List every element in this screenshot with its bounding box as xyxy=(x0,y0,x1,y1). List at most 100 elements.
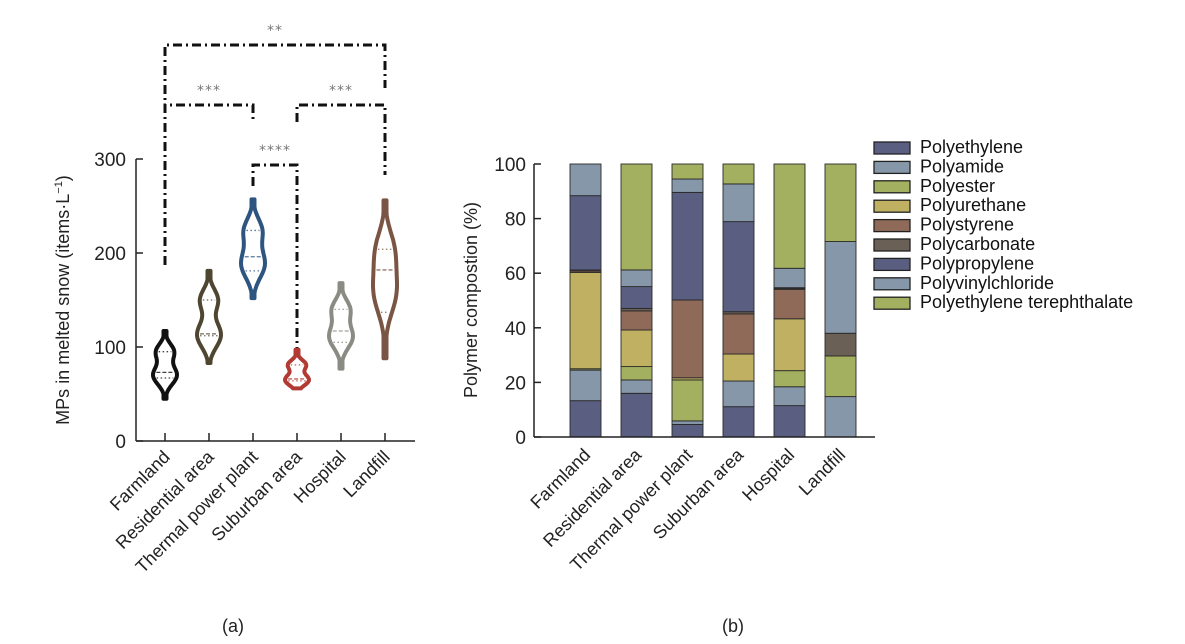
legend-label: Polyethylene terephthalate xyxy=(920,292,1133,312)
violin-axes xyxy=(135,159,415,442)
legend-swatch xyxy=(873,257,911,272)
bar-segment-polyvinylchloride xyxy=(569,163,602,197)
legend-label: Polyurethane xyxy=(920,195,1026,215)
bar-axes xyxy=(533,164,875,438)
x-tick-label-landfill: Landfill xyxy=(339,447,393,501)
y-tick-label: 20 xyxy=(505,373,526,394)
bar-segment-polyvinylchloride xyxy=(671,178,704,193)
legend-item-polystyrene: Polystyrene xyxy=(873,215,1014,235)
bar-stack-landfill xyxy=(824,163,857,438)
bar-segment-polyethylene-terephthalate xyxy=(620,163,653,271)
panel-a-caption: (a) xyxy=(222,616,244,636)
y-tick-label: 40 xyxy=(505,319,526,340)
bar-segment-polypropylene xyxy=(569,195,602,271)
legend-label: Polyvinylchloride xyxy=(920,273,1054,293)
legend-label: Polypropylene xyxy=(920,253,1034,273)
legend-label: Polyester xyxy=(920,176,995,196)
bar-segment-polyvinylchloride xyxy=(620,269,653,288)
significance-brackets: ***** ******* xyxy=(163,23,387,350)
bracket-line xyxy=(295,103,387,175)
legend-item-polycarbonate: Polycarbonate xyxy=(873,234,1035,254)
legend-swatch xyxy=(873,199,911,213)
legend: PolyethylenePolyamidePolyesterPolyuretha… xyxy=(873,137,1133,312)
significance-label: ** xyxy=(267,23,283,39)
y-axis-title-sup: −1 xyxy=(53,181,65,194)
bar-segment-polystyrene xyxy=(722,313,755,355)
bar-segment-polypropylene xyxy=(722,221,755,313)
legend-swatch xyxy=(873,160,911,175)
y-tick-label: 80 xyxy=(505,210,526,231)
y-tick-label: 0 xyxy=(515,428,526,449)
bar-segment-polyethylene xyxy=(722,406,755,438)
y-tick-label: 200 xyxy=(94,244,126,265)
bar-segment-polyamide xyxy=(722,380,755,408)
bar-segment-polyester xyxy=(824,355,857,398)
panel-b-caption: (b) xyxy=(722,616,744,636)
bar-segment-polyethylene xyxy=(671,423,704,438)
violin-thermal-power-plant xyxy=(239,197,267,301)
violin-residential-area xyxy=(195,268,223,365)
legend-item-polyester: Polyester xyxy=(873,176,995,196)
legend-swatch xyxy=(873,277,911,291)
bar-segment-polyethylene-terephthalate xyxy=(722,163,755,185)
y-axis-title: MPs in melted snow (items·L−1) xyxy=(53,175,73,425)
bar-segment-polyethylene xyxy=(569,400,602,438)
significance-bracket: **** xyxy=(251,143,299,350)
bar-segment-polyamide xyxy=(569,369,602,402)
y-tick-label: 100 xyxy=(494,155,526,176)
violin-farmland xyxy=(151,329,179,401)
y-ticks: 0 100 200 300 xyxy=(94,150,143,453)
legend-swatch xyxy=(873,238,911,252)
bar-segment-polyurethane xyxy=(569,271,602,370)
legend-swatch xyxy=(873,218,911,233)
violins xyxy=(151,197,399,401)
bar-segment-polyurethane xyxy=(773,318,806,372)
bar-segment-polyethylene xyxy=(773,405,806,438)
significance-bracket: *** xyxy=(163,83,255,265)
legend-item-polyethylene: Polyethylene xyxy=(873,137,1023,157)
bar-stack-hospital xyxy=(773,163,806,438)
bar-segment-polyvinylchloride xyxy=(722,183,755,223)
legend-item-polyethylene-terephthalate: Polyethylene terephthalate xyxy=(873,292,1133,312)
y-ticks: 0 20 40 60 80 100 xyxy=(494,155,541,449)
significance-label: *** xyxy=(197,83,221,99)
bar-segment-polyethylene-terephthalate xyxy=(671,163,704,180)
violin-body xyxy=(283,347,311,391)
stacked-bars xyxy=(569,163,857,438)
x-tick-label-landfill: Landfill xyxy=(795,445,849,499)
significance-bracket: *** xyxy=(295,83,387,175)
bar-segment-polyester xyxy=(773,370,806,388)
bar-segment-polyethylene-terephthalate xyxy=(773,163,806,269)
violin-body xyxy=(371,198,399,361)
bar-stack-thermal-power-plant xyxy=(671,163,704,438)
legend-item-polyvinylchloride: Polyvinylchloride xyxy=(873,273,1054,293)
legend-item-polyamide: Polyamide xyxy=(873,156,1004,176)
bracket-line xyxy=(251,163,299,350)
bar-segment-polyamide xyxy=(773,386,806,407)
significance-label: **** xyxy=(259,143,291,159)
y-tick-label: 0 xyxy=(115,432,126,453)
bar-segment-polypropylene xyxy=(620,286,653,309)
bar-stack-residential-area xyxy=(620,163,653,438)
y-axis-title-main: MPs in melted snow (items·L xyxy=(53,194,73,425)
legend-label: Polycarbonate xyxy=(920,234,1035,254)
bar-segment-polyethylene xyxy=(620,392,653,438)
bar-segment-polyvinylchloride xyxy=(773,267,806,289)
y-axis-title: Polymer compostion (%) xyxy=(461,202,481,398)
x-tick-label-suburban-area: Suburban area xyxy=(649,444,748,543)
bar-segment-polyurethane xyxy=(620,329,653,368)
significance-label: *** xyxy=(329,83,353,99)
y-tick-label: 60 xyxy=(505,264,526,285)
bar-segment-polyester xyxy=(620,366,653,381)
bar-segment-polystyrene xyxy=(671,299,704,379)
bar-stack-farmland xyxy=(569,163,602,438)
bar-segment-polycarbonate xyxy=(824,332,857,357)
legend-label: Polystyrene xyxy=(920,215,1014,235)
legend-swatch xyxy=(873,180,911,194)
legend-item-polyurethane: Polyurethane xyxy=(873,195,1026,215)
x-tick-label-hospital: Hospital xyxy=(738,445,798,505)
violin-hospital xyxy=(327,281,355,371)
